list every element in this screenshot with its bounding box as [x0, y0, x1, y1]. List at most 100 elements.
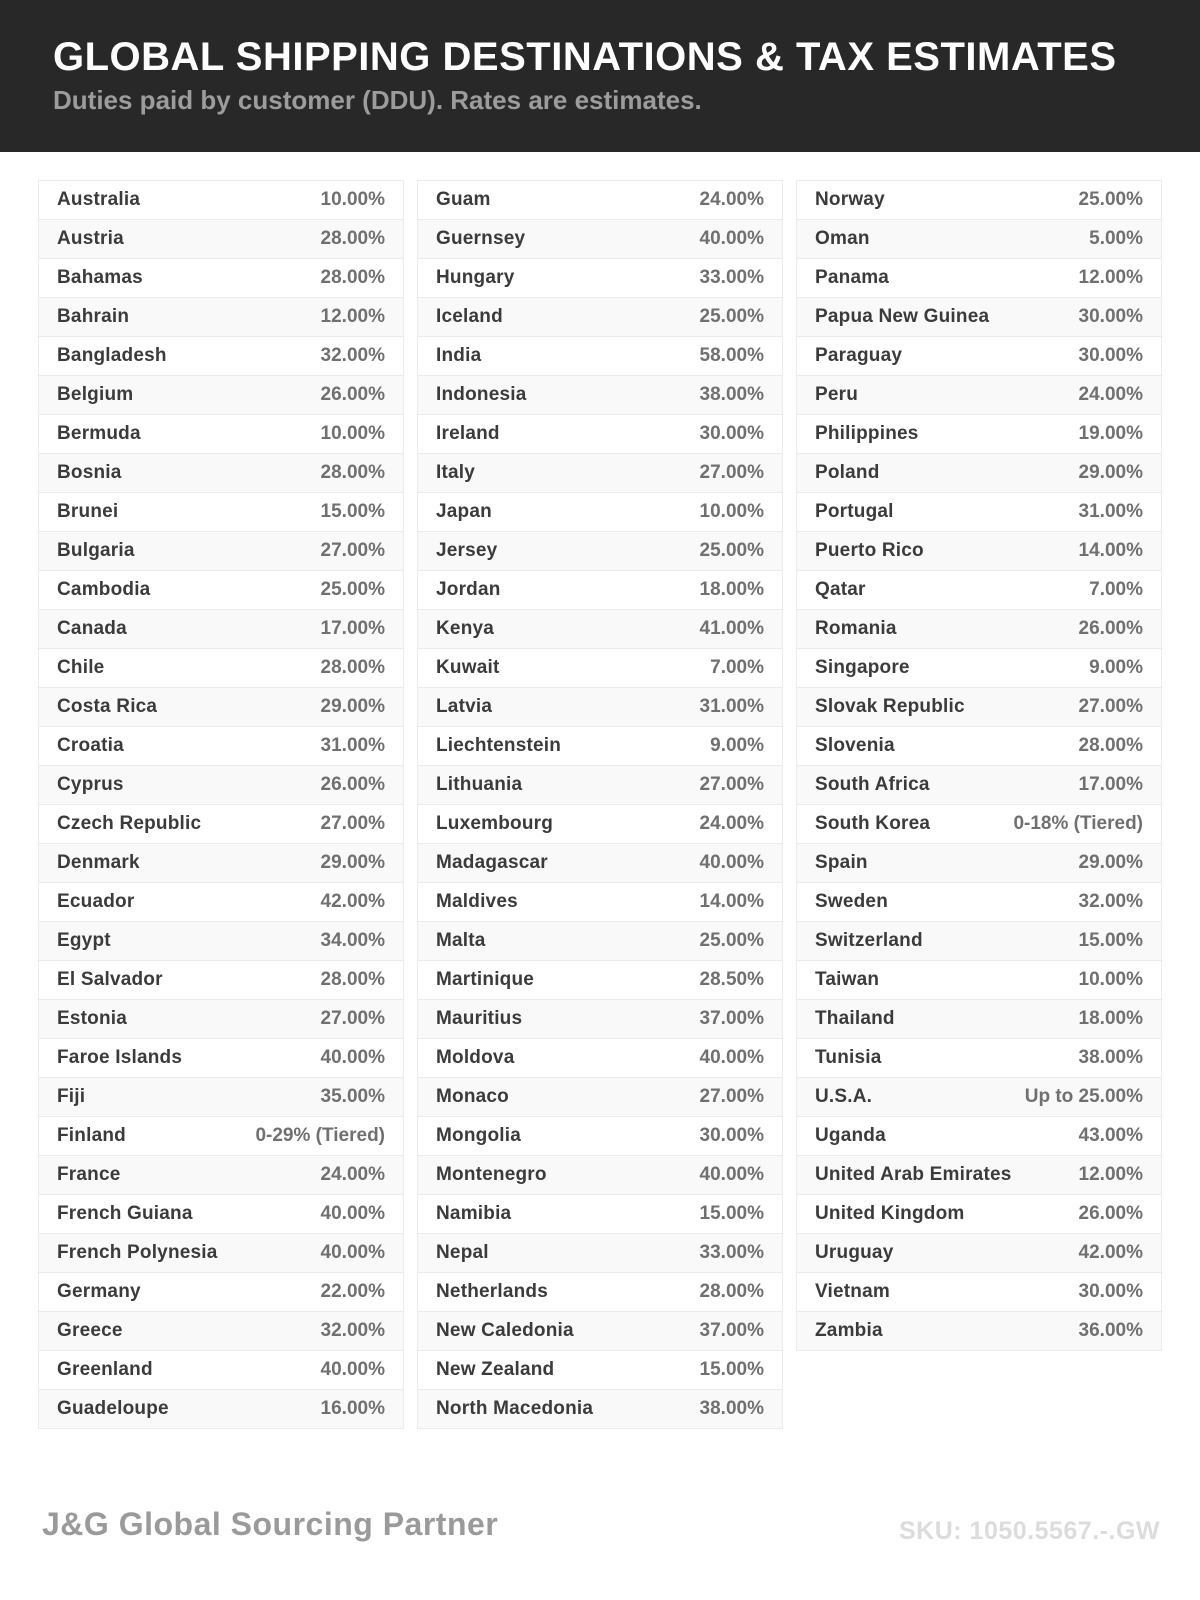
tax-rate: 12.00%	[1078, 1164, 1143, 1185]
country-name: Guernsey	[436, 228, 526, 249]
table-row: Finland 0-29% (Tiered)	[38, 1116, 404, 1156]
table-row: Norway 25.00%	[796, 180, 1162, 220]
tax-rate: 38.00%	[699, 1398, 764, 1419]
table-row: Malta 25.00%	[417, 921, 783, 961]
tax-rate: 27.00%	[320, 540, 385, 561]
country-name: Nepal	[436, 1242, 489, 1263]
tax-rate: 37.00%	[699, 1320, 764, 1341]
rates-column: Guam 24.00% Guernsey 40.00% Hungary 33.00% Ice…	[417, 180, 783, 1429]
table-row: Spain 29.00%	[796, 843, 1162, 883]
table-row: Belgium 26.00%	[38, 375, 404, 415]
tax-rate: 10.00%	[320, 423, 385, 444]
table-row: Puerto Rico 14.00%	[796, 531, 1162, 571]
table-row: Brunei 15.00%	[38, 492, 404, 532]
table-row: Germany 22.00%	[38, 1272, 404, 1312]
page-title: GLOBAL SHIPPING DESTINATIONS & TAX ESTIM…	[53, 35, 1117, 79]
country-name: Thailand	[815, 1008, 895, 1029]
table-row: Romania 26.00%	[796, 609, 1162, 649]
country-name: Fiji	[57, 1086, 86, 1107]
table-row: Bahamas 28.00%	[38, 258, 404, 298]
tax-rate: 10.00%	[699, 501, 764, 522]
table-row: Egypt 34.00%	[38, 921, 404, 961]
country-name: Faroe Islands	[57, 1047, 183, 1068]
page-header: GLOBAL SHIPPING DESTINATIONS & TAX ESTIM…	[0, 0, 1200, 152]
table-row: Paraguay 30.00%	[796, 336, 1162, 376]
table-row: Czech Republic 27.00%	[38, 804, 404, 844]
table-row: Canada 17.00%	[38, 609, 404, 649]
country-name: Switzerland	[815, 930, 923, 951]
table-row: Ireland 30.00%	[417, 414, 783, 454]
table-row: Guadeloupe 16.00%	[38, 1389, 404, 1429]
table-row: Latvia 31.00%	[417, 687, 783, 727]
table-row: Taiwan 10.00%	[796, 960, 1162, 1000]
country-name: Panama	[815, 267, 890, 288]
table-row: South Africa 17.00%	[796, 765, 1162, 805]
country-name: Peru	[815, 384, 859, 405]
country-name: Cyprus	[57, 774, 124, 795]
table-row: Ecuador 42.00%	[38, 882, 404, 922]
tax-rate: 26.00%	[1078, 1203, 1143, 1224]
tax-rate: 10.00%	[1078, 969, 1143, 990]
tax-rate: 17.00%	[320, 618, 385, 639]
table-row: Iceland 25.00%	[417, 297, 783, 337]
country-name: New Zealand	[436, 1359, 555, 1380]
country-name: Canada	[57, 618, 127, 639]
rates-column: Australia 10.00% Austria 28.00% Bahamas 28.00…	[38, 180, 404, 1429]
tax-rate: 19.00%	[1078, 423, 1143, 444]
table-row: Nepal 33.00%	[417, 1233, 783, 1273]
table-row: Singapore 9.00%	[796, 648, 1162, 688]
tax-rate: 27.00%	[320, 1008, 385, 1029]
tax-rate: 38.00%	[699, 384, 764, 405]
country-name: Malta	[436, 930, 486, 951]
footer-brand: J&G Global Sourcing Partner	[42, 1506, 499, 1542]
country-name: Croatia	[57, 735, 124, 756]
table-row: Philippines 19.00%	[796, 414, 1162, 454]
table-row: Poland 29.00%	[796, 453, 1162, 493]
table-row: Costa Rica 29.00%	[38, 687, 404, 727]
table-row: Bermuda 10.00%	[38, 414, 404, 454]
tax-rate: 30.00%	[699, 423, 764, 444]
country-name: Kuwait	[436, 657, 500, 678]
tax-rate: 28.00%	[320, 462, 385, 483]
table-row: Namibia 15.00%	[417, 1194, 783, 1234]
country-name: Poland	[815, 462, 880, 483]
footer-sku: SKU: 1050.5567.-.GW	[899, 1517, 1160, 1545]
country-name: Italy	[436, 462, 476, 483]
table-row: Cambodia 25.00%	[38, 570, 404, 610]
country-name: Taiwan	[815, 969, 880, 990]
table-row: New Caledonia 37.00%	[417, 1311, 783, 1351]
table-row: Slovenia 28.00%	[796, 726, 1162, 766]
tax-rate: 24.00%	[320, 1164, 385, 1185]
country-name: Namibia	[436, 1203, 512, 1224]
country-name: Austria	[57, 228, 124, 249]
table-row: Martinique 28.50%	[417, 960, 783, 1000]
country-name: Paraguay	[815, 345, 903, 366]
tax-rate: 40.00%	[699, 852, 764, 873]
tax-rate: 15.00%	[699, 1203, 764, 1224]
tax-rate: 7.00%	[710, 657, 764, 678]
tax-rate: 24.00%	[1078, 384, 1143, 405]
country-name: Moldova	[436, 1047, 515, 1068]
tax-rate: 0-29% (Tiered)	[255, 1125, 385, 1146]
table-row: Bosnia 28.00%	[38, 453, 404, 493]
country-name: Liechtenstein	[436, 735, 562, 756]
country-name: Romania	[815, 618, 897, 639]
tax-rate: 30.00%	[1078, 1281, 1143, 1302]
country-name: Egypt	[57, 930, 111, 951]
tax-rate: 33.00%	[699, 1242, 764, 1263]
country-name: Bahamas	[57, 267, 143, 288]
tax-rate: 29.00%	[320, 852, 385, 873]
table-row: Cyprus 26.00%	[38, 765, 404, 805]
country-name: Bangladesh	[57, 345, 167, 366]
table-row: Liechtenstein 9.00%	[417, 726, 783, 766]
tax-rate: 25.00%	[699, 540, 764, 561]
tax-rate: 31.00%	[1078, 501, 1143, 522]
country-name: Iceland	[436, 306, 503, 327]
tax-rate: 40.00%	[699, 228, 764, 249]
country-name: Germany	[57, 1281, 141, 1302]
tax-rate: 18.00%	[699, 579, 764, 600]
country-name: Jersey	[436, 540, 498, 561]
country-name: Uruguay	[815, 1242, 894, 1263]
country-name: Hungary	[436, 267, 515, 288]
tax-rate: 24.00%	[699, 813, 764, 834]
